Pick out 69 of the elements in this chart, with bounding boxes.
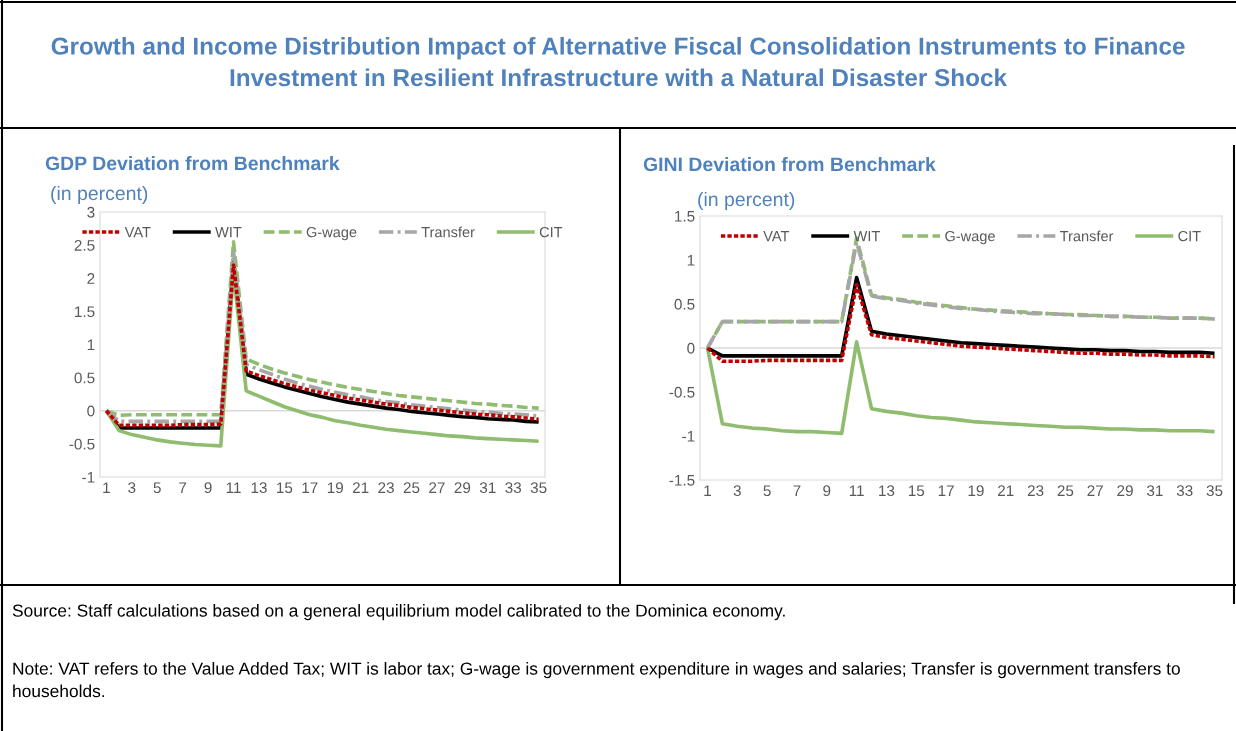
x-tick-label: 35: [1206, 485, 1223, 497]
x-tick-label: 25: [403, 482, 420, 494]
x-tick-label: 17: [938, 485, 954, 496]
x-tick-label: 1: [103, 482, 110, 493]
legend-label: WIT: [853, 231, 880, 242]
chart-subtitle: (in percent): [51, 185, 148, 205]
x-tick-label: 9: [204, 482, 212, 494]
y-tick-label: -1: [682, 431, 695, 442]
x-tick-label: 35: [530, 482, 547, 494]
y-tick-label: 0.5: [674, 298, 695, 310]
source-note: Source: Staff calculations based on a general equilibrium model calibrated to the Dominica economy.: [12, 604, 785, 621]
x-tick-label: 29: [454, 482, 471, 494]
text: Note: VAT refers to the Value Added Tax; WIT is labor tax; G-wage is government expenditure in wages and salaries; Transfer is government transfers to households.: [13, 662, 1180, 698]
x-tick-label: 5: [153, 482, 161, 494]
chart-title: GINI Deviation from Benchmark: [643, 156, 936, 172]
x-tick-label: 7: [179, 482, 187, 493]
y-tick-label: 0.5: [74, 372, 95, 384]
text: Growth and Income Distribution Impact of Alternative Fiscal Consolidation Instruments to Finance Investment in Resilient Infrastructure with a Natural Disaster Shock: [51, 36, 1185, 87]
x-tick-label: 5: [763, 485, 771, 497]
x-tick-label: 19: [327, 482, 343, 494]
legend-label: VAT: [124, 227, 151, 238]
x-tick-label: 23: [1027, 485, 1044, 497]
x-tick-label: 7: [793, 485, 801, 496]
y-tick-label: 2: [87, 273, 95, 284]
x-tick-label: 11: [849, 485, 864, 496]
y-tick-label: 0: [687, 342, 695, 354]
x-tick-label: 15: [277, 482, 293, 494]
y-tick-label: 1.5: [675, 211, 695, 222]
x-tick-label: 27: [1087, 485, 1103, 496]
x-tick-label: 3: [128, 482, 136, 494]
x-tick-label: 9: [823, 485, 831, 497]
x-tick-label: 21: [352, 482, 369, 493]
y-tick-label: 0: [87, 405, 95, 417]
y-tick-label: -0.5: [669, 386, 695, 398]
x-tick-label: 31: [1146, 485, 1163, 497]
legend-label: WIT: [215, 227, 242, 238]
x-tick-label: 1: [704, 485, 711, 496]
x-tick-label: 15: [908, 485, 925, 497]
x-tick-label: 13: [251, 482, 267, 494]
legend-label: Transfer: [1060, 230, 1114, 242]
x-tick-label: 27: [429, 482, 445, 493]
y-tick-label: 3: [87, 206, 95, 218]
x-tick-label: 3: [733, 485, 741, 497]
x-tick-label: 21: [998, 485, 1014, 496]
y-tick-label: 1: [87, 339, 95, 351]
x-tick-label: 11: [226, 482, 241, 493]
legend-label: CIT: [539, 226, 563, 238]
x-tick-label: 25: [1057, 485, 1074, 497]
x-tick-label: 23: [378, 482, 394, 494]
y-tick-label: 2.5: [74, 239, 95, 251]
y-tick-label: 1: [687, 255, 695, 266]
x-tick-label: 33: [1176, 485, 1193, 497]
legend-label: VAT: [763, 231, 790, 242]
x-tick-label: 31: [479, 482, 496, 494]
legend-label: Transfer: [421, 226, 475, 238]
y-tick-label: -1: [82, 472, 95, 483]
y-tick-label: 1.5: [75, 306, 95, 318]
x-tick-label: 13: [879, 485, 895, 497]
x-tick-label: 29: [1117, 485, 1133, 497]
x-tick-label: 17: [302, 482, 318, 493]
x-tick-label: 33: [505, 482, 522, 494]
chart-subtitle: (in percent): [698, 191, 795, 211]
legend-label: CIT: [1178, 230, 1201, 242]
y-tick-label: -1.5: [669, 475, 695, 486]
legend-label: G-wage: [306, 226, 357, 241]
y-tick-label: -0.5: [69, 438, 95, 450]
legend-label: G-wage: [945, 230, 995, 245]
x-tick-label: 19: [968, 485, 984, 497]
chart-title: GDP Deviation from Benchmark: [45, 155, 340, 171]
